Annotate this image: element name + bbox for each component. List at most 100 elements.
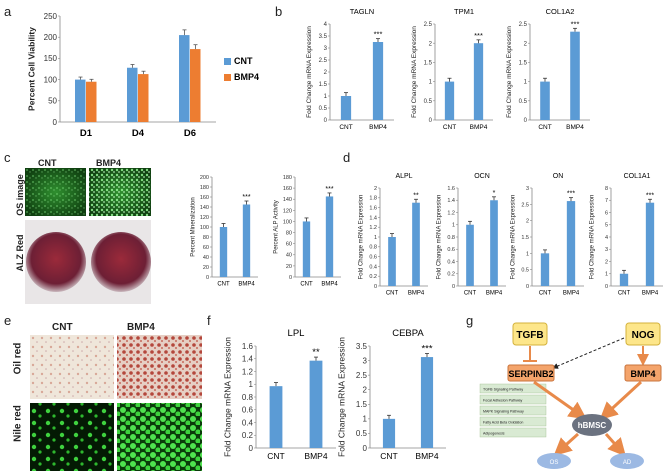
y-tick-label: 1.2 — [369, 225, 377, 231]
panel-letter-f: f — [207, 313, 211, 328]
chart-title: ON — [553, 173, 564, 180]
y-tick-label: 160 — [200, 195, 209, 201]
y-tick-label: 0 — [53, 118, 58, 127]
panel-letter-b: b — [275, 4, 283, 19]
node-hbmsc — [572, 414, 612, 436]
y-tick-label: 150 — [44, 54, 58, 63]
panel-e-col-cnt: CNT — [52, 322, 73, 333]
chart-b-tagln: TAGLN 0 0.5 1 1.5 2 2.5 3 3.5 4 Fold Change mRNA E… — [306, 7, 394, 131]
y-tick-label: 0 — [452, 284, 455, 290]
significance-label: * — [493, 190, 496, 197]
bar-bmp4 — [645, 202, 655, 286]
pathway-item — [479, 394, 547, 405]
y-tick-label: 20 — [203, 265, 209, 271]
y-tick-label: 1 — [605, 272, 608, 278]
x-tick-label: BMP4 — [563, 291, 580, 297]
x-tick-label: D1 — [80, 128, 93, 139]
pathway-label: MAPK Signaling Pathway — [483, 409, 524, 413]
chart-a-cell-viability: 0 50 100 150 200 250 Percent Cell Viability D1 D… — [26, 12, 259, 139]
bar-cnt — [444, 81, 455, 120]
y-tick-label: 60 — [286, 242, 292, 248]
y-axis-label: Fold Change mRNA Expression — [411, 26, 418, 118]
x-tick-label: BMP4 — [369, 124, 387, 131]
y-tick-label: 1.4 — [242, 355, 254, 364]
y-tick-label: 2.5 — [519, 22, 528, 28]
y-tick-label: 1 — [363, 415, 368, 424]
y-tick-label: 0 — [363, 444, 368, 453]
y-tick-label: 5 — [605, 223, 608, 229]
significance-label: ** — [312, 347, 320, 358]
panel-letter-c: c — [4, 150, 11, 165]
y-axis-label: Fold Change mRNA Expression — [358, 195, 364, 280]
pathway-item — [479, 405, 547, 416]
pathway-item — [479, 427, 547, 438]
y-tick-label: 0.5 — [356, 429, 368, 438]
legend-label-cnt: CNT — [234, 56, 253, 66]
chart-title: TAGLN — [350, 7, 374, 16]
node-nog — [625, 322, 661, 346]
y-tick-label: 1 — [429, 80, 433, 86]
y-tick-label: 2 — [324, 70, 328, 76]
y-tick-label: 1.5 — [521, 235, 529, 241]
y-tick-label: 2 — [526, 219, 529, 225]
x-tick-label: CNT — [443, 124, 456, 131]
significance-label: *** — [567, 191, 575, 198]
y-tick-label: 1.8 — [369, 196, 377, 202]
node-nog-label: NOG — [632, 330, 655, 341]
chart-b-tpm1: TPM1 0 0.5 1 1.5 2 2.5 Fold Change mRNA Express… — [411, 7, 493, 131]
y-tick-label: 0.6 — [242, 406, 254, 415]
node-os — [537, 453, 571, 469]
panel-g-diagram: TGFB NOG SERPINB2 BMP4 TGFB Signaling Pa… — [479, 322, 662, 469]
y-tick-label: 4 — [605, 235, 608, 241]
legend-label-bmp4: BMP4 — [234, 72, 259, 82]
bar-cnt — [302, 221, 311, 277]
panel-letter-a: a — [4, 4, 12, 19]
bar-cnt — [619, 273, 629, 286]
significance-label: *** — [646, 192, 654, 199]
pathway-label: TGFB Signaling Pathway — [483, 387, 523, 391]
y-tick-label: 1.4 — [447, 198, 455, 204]
bar-bmp4 — [570, 31, 580, 120]
y-tick-label: 0.4 — [242, 418, 254, 427]
y-tick-label: 2 — [429, 41, 433, 47]
panel-letter-d: d — [343, 150, 351, 165]
x-tick-label: CNT — [300, 282, 313, 288]
panel-c-micrographs — [25, 168, 151, 304]
alz-well-cnt — [26, 232, 86, 292]
x-tick-label: BMP4 — [408, 291, 425, 297]
bar-cnt — [269, 386, 283, 448]
x-tick-label: CNT — [618, 291, 631, 297]
node-hbmsc-label: hBMSC — [578, 421, 607, 430]
panel-e-row-nile: Nile red — [12, 405, 24, 442]
y-tick-label: 0.4 — [369, 264, 377, 270]
node-bmp4 — [624, 364, 662, 382]
bar-bmp4 — [309, 360, 323, 448]
pathway-label: Fatty Acid Beta Oxidation — [483, 420, 523, 424]
y-tick-label: 8 — [605, 186, 608, 192]
chart-f-lpl: LPL 0 0.2 0.4 0.6 0.8 1 1.2 1.4 1.6 Fold Change mR… — [222, 328, 336, 461]
y-tick-label: 1.2 — [242, 367, 254, 376]
chart-title: COL1A1 — [624, 173, 651, 180]
bar-bmp4 — [325, 196, 334, 277]
node-serpinb2 — [507, 364, 555, 382]
pathway-list: TGFB Signaling Pathway Focal Adhesion Pat… — [479, 383, 547, 438]
panel-c-row-os: OS image — [15, 174, 25, 216]
y-tick-label: 0 — [429, 118, 433, 124]
panel-c-row-alz: ALZ Red — [15, 234, 25, 272]
y-tick-label: 1.6 — [242, 342, 254, 351]
y-tick-label: 3 — [605, 247, 608, 253]
y-tick-label: 0.4 — [447, 259, 455, 265]
y-tick-label: 80 — [286, 230, 292, 236]
y-tick-label: 1 — [452, 223, 455, 229]
x-tick-label: CNT — [538, 124, 551, 131]
y-tick-label: 7 — [605, 198, 608, 204]
node-serpinb2-label: SERPINB2 — [508, 369, 553, 379]
x-tick-label: CNT — [339, 124, 352, 131]
chart-title: ALPL — [395, 173, 412, 180]
y-tick-label: 1 — [524, 80, 528, 86]
bar-bmp4 — [372, 42, 384, 120]
bar-bmp4 — [490, 200, 498, 286]
x-tick-label: BMP4 — [486, 291, 503, 297]
significance-label: *** — [421, 344, 432, 355]
pathway-item — [479, 383, 547, 394]
